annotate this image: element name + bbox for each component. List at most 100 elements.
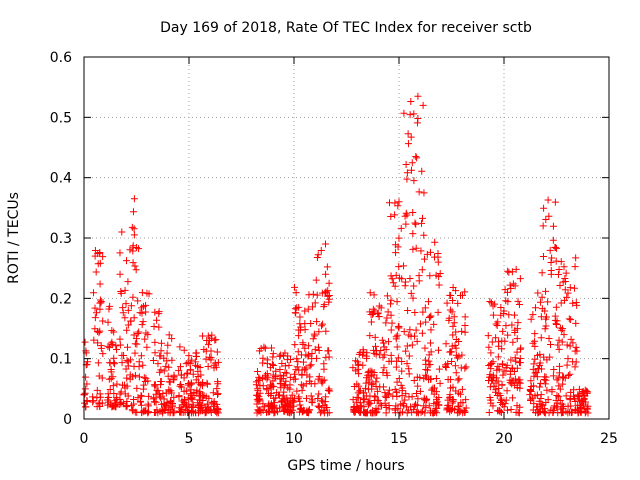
data-point bbox=[212, 336, 220, 344]
data-point bbox=[461, 328, 469, 336]
data-point bbox=[93, 394, 101, 402]
data-point bbox=[117, 399, 125, 407]
data-point bbox=[513, 348, 521, 356]
data-point bbox=[501, 337, 509, 345]
data-point bbox=[263, 370, 271, 378]
data-point bbox=[129, 247, 137, 255]
data-point bbox=[580, 405, 588, 413]
data-point bbox=[397, 224, 405, 232]
data-point bbox=[513, 325, 521, 333]
data-point bbox=[319, 377, 327, 385]
data-point bbox=[279, 403, 287, 411]
data-point bbox=[116, 335, 124, 343]
data-point bbox=[314, 394, 322, 402]
data-point bbox=[177, 371, 185, 379]
data-point bbox=[194, 367, 202, 375]
x-tick-label: 20 bbox=[495, 431, 513, 447]
data-point bbox=[560, 331, 568, 339]
data-point bbox=[557, 409, 565, 417]
data-point bbox=[375, 312, 383, 320]
data-point bbox=[419, 308, 427, 316]
data-point bbox=[489, 371, 497, 379]
data-point bbox=[123, 343, 131, 351]
data-point bbox=[151, 382, 159, 390]
data-point bbox=[150, 398, 158, 406]
data-point bbox=[571, 398, 579, 406]
data-point bbox=[155, 323, 163, 331]
data-point bbox=[153, 316, 161, 324]
data-point bbox=[431, 253, 439, 261]
data-point bbox=[154, 360, 162, 368]
data-point bbox=[120, 352, 128, 360]
data-point bbox=[366, 332, 374, 340]
data-point bbox=[572, 254, 580, 262]
data-point bbox=[572, 319, 580, 327]
data-point bbox=[403, 342, 411, 350]
data-point bbox=[564, 402, 572, 410]
data-point bbox=[130, 314, 138, 322]
data-point bbox=[310, 330, 318, 338]
data-point bbox=[541, 373, 549, 381]
data-point bbox=[196, 388, 204, 396]
data-point bbox=[515, 300, 523, 308]
data-point bbox=[487, 299, 495, 307]
data-point bbox=[104, 401, 112, 409]
data-point bbox=[188, 391, 196, 399]
data-point bbox=[395, 198, 403, 206]
data-point bbox=[484, 332, 492, 340]
data-point bbox=[291, 283, 299, 291]
data-point bbox=[306, 362, 314, 370]
data-point bbox=[427, 312, 435, 320]
data-point bbox=[532, 369, 540, 377]
data-point bbox=[566, 284, 574, 292]
data-point bbox=[504, 298, 512, 306]
data-point bbox=[139, 408, 147, 416]
data-point bbox=[546, 246, 554, 254]
data-point bbox=[406, 326, 414, 334]
data-point bbox=[408, 393, 416, 401]
data-point bbox=[542, 216, 550, 224]
data-point bbox=[509, 394, 517, 402]
data-point bbox=[83, 380, 91, 388]
data-point bbox=[365, 399, 373, 407]
data-point bbox=[305, 409, 313, 417]
data-point bbox=[204, 362, 212, 370]
data-point bbox=[253, 368, 261, 376]
data-point bbox=[99, 350, 107, 358]
data-point bbox=[578, 388, 586, 396]
data-point bbox=[414, 395, 422, 403]
data-point bbox=[385, 338, 393, 346]
data-point bbox=[500, 403, 508, 411]
y-tick-label: 0 bbox=[63, 412, 72, 428]
data-point bbox=[135, 245, 143, 253]
data-point bbox=[574, 408, 582, 416]
data-point bbox=[254, 385, 262, 393]
data-point bbox=[393, 392, 401, 400]
data-point bbox=[96, 280, 104, 288]
data-point bbox=[537, 334, 545, 342]
data-point bbox=[517, 344, 525, 352]
data-point bbox=[213, 385, 221, 393]
data-point bbox=[425, 361, 433, 369]
data-point bbox=[561, 296, 569, 304]
data-point bbox=[435, 401, 443, 409]
data-point bbox=[488, 338, 496, 346]
data-point bbox=[444, 402, 452, 410]
data-point bbox=[95, 329, 103, 337]
data-point bbox=[403, 169, 411, 177]
data-point bbox=[175, 367, 183, 375]
data-point bbox=[96, 296, 104, 304]
data-point bbox=[412, 326, 420, 334]
data-point bbox=[413, 408, 421, 416]
data-point bbox=[81, 389, 89, 397]
data-point bbox=[430, 390, 438, 398]
data-point bbox=[430, 320, 438, 328]
data-point bbox=[412, 400, 420, 408]
data-point bbox=[140, 381, 148, 389]
data-point bbox=[557, 405, 565, 413]
data-point bbox=[400, 402, 408, 410]
data-point bbox=[504, 331, 512, 339]
data-point bbox=[451, 362, 459, 370]
data-point bbox=[96, 402, 104, 410]
data-point bbox=[559, 325, 567, 333]
